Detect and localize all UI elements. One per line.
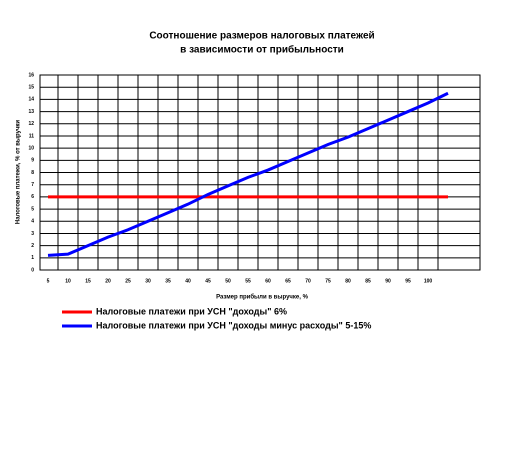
y-axis-label: Налоговые платежи, % от выручки	[16, 120, 22, 225]
x-tick-label: 100	[424, 278, 433, 284]
chart-title: Соотношение размеров налоговых платежей	[149, 31, 374, 42]
x-tick-label: 60	[265, 278, 271, 284]
legend-label: Налоговые платежи при УСН "доходы" 6%	[96, 306, 287, 316]
y-tick-label: 13	[28, 109, 34, 115]
x-tick-label: 35	[165, 278, 171, 284]
x-tick-label: 30	[145, 278, 151, 284]
x-tick-label: 95	[405, 278, 411, 284]
x-tick-label: 80	[345, 278, 351, 284]
x-tick-label: 55	[245, 278, 251, 284]
x-tick-label: 40	[185, 278, 191, 284]
x-tick-label: 25	[125, 278, 131, 284]
y-tick-label: 1	[31, 255, 34, 261]
y-tick-label: 11	[29, 133, 35, 139]
y-tick-label: 7	[31, 182, 34, 188]
x-tick-label: 70	[305, 278, 311, 284]
y-tick-label: 15	[28, 85, 34, 91]
y-tick-label: 9	[31, 158, 34, 164]
x-tick-label: 75	[325, 278, 331, 284]
y-tick-label: 12	[28, 121, 34, 127]
y-tick-label: 2	[31, 243, 34, 249]
y-tick-label: 6	[31, 194, 34, 200]
plot-frame	[39, 74, 481, 271]
x-tick-label: 20	[105, 278, 111, 284]
y-tick-label: 10	[28, 145, 34, 151]
x-tick-label: 15	[85, 278, 91, 284]
chart-title: в зависимости от прибыльности	[180, 44, 344, 56]
x-tick-label: 50	[225, 278, 231, 284]
y-tick-label: 14	[28, 97, 34, 103]
y-tick-label: 8	[31, 170, 34, 176]
legend-label: Налоговые платежи при УСН "доходы минус …	[96, 320, 371, 330]
y-tick-label: 0	[31, 267, 34, 273]
y-tick-label: 4	[31, 219, 34, 225]
x-tick-label: 10	[65, 278, 71, 284]
x-tick-label: 45	[205, 278, 211, 284]
x-tick-label: 90	[385, 278, 391, 284]
x-tick-label: 85	[365, 278, 371, 284]
x-tick-label: 65	[285, 278, 291, 284]
data-line	[47, 91, 449, 257]
x-axis-label: Размер прибыли в выручке, %	[216, 294, 308, 301]
y-tick-label: 16	[28, 72, 34, 78]
x-tick-label: 5	[47, 278, 50, 284]
y-tick-label: 5	[31, 206, 34, 212]
y-tick-label: 3	[31, 231, 34, 237]
